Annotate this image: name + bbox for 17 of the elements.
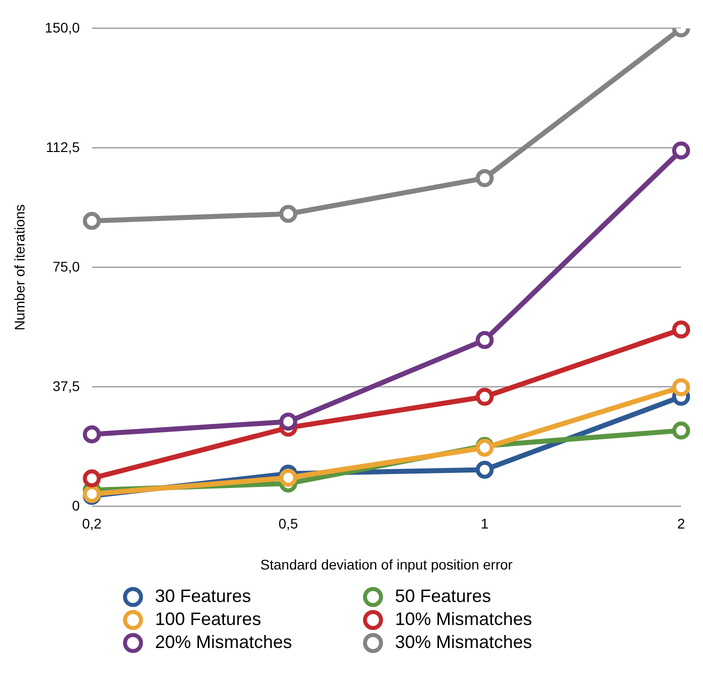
y-tick-label: 0 <box>72 497 80 514</box>
y-tick-label: 150,0 <box>44 19 80 36</box>
y-tick-label: 112,5 <box>46 138 80 155</box>
legend-label: 30 Features <box>155 586 252 607</box>
y-tick-label: 75,0 <box>52 258 80 274</box>
x-axis-title: Standard deviation of input position error <box>260 556 513 572</box>
x-tick-label: 2 <box>677 516 686 532</box>
legend-label: 30% Mismatches <box>395 632 532 653</box>
x-tick-label: 1 <box>480 516 489 532</box>
legend-label: 50 Features <box>395 586 492 607</box>
y-tick-label: 37,5 <box>52 378 80 394</box>
x-tick-label: 0,5 <box>278 516 298 532</box>
legend-label: 20% Mismatches <box>155 632 292 653</box>
legend-label: 100 Features <box>155 609 262 630</box>
x-tick-label: 0,2 <box>82 516 102 532</box>
legend-label: 10% Mismatches <box>395 609 532 630</box>
y-axis-title: Number of iterations <box>11 204 28 330</box>
